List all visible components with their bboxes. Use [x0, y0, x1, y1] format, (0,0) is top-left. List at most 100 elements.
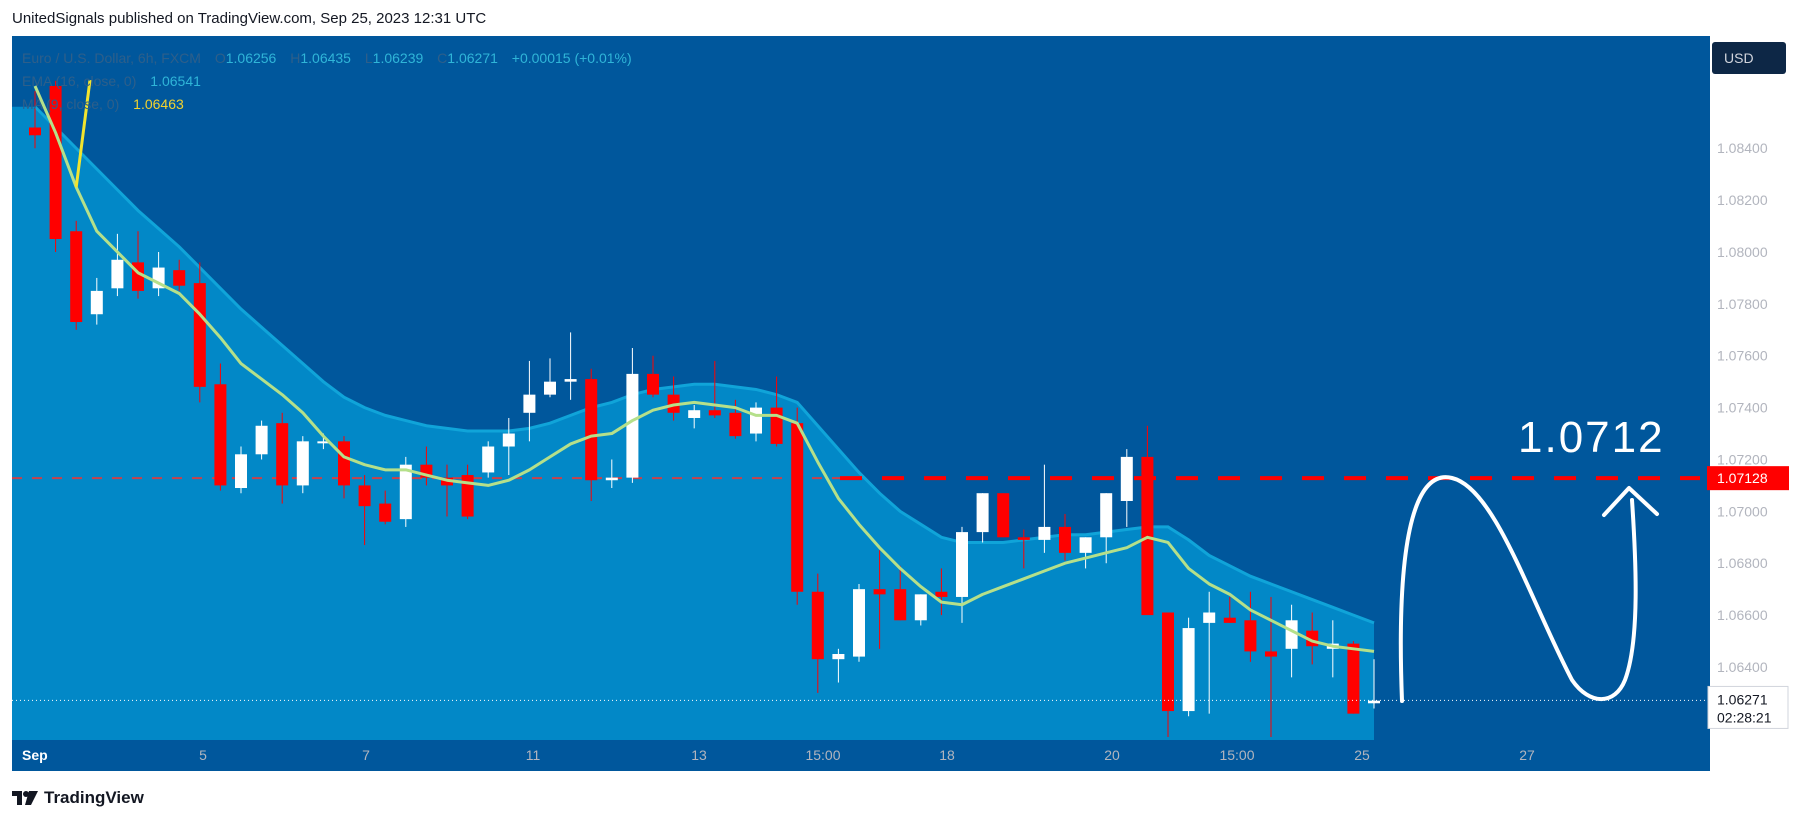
candle [255, 420, 268, 460]
candle [1079, 537, 1092, 569]
candle [1368, 659, 1380, 709]
candle-body [647, 373, 659, 395]
candle [935, 568, 948, 616]
candle [894, 565, 907, 621]
candle-body [1203, 612, 1216, 623]
candle [214, 363, 227, 491]
legend-ma-row: MA (9, close, 0) 1.06463 [22, 93, 642, 116]
candle-body [935, 591, 948, 597]
projection-curve [1398, 475, 1638, 703]
x-tick-label: 7 [362, 747, 370, 763]
candle [853, 583, 865, 662]
candle [276, 412, 289, 504]
candle [482, 441, 495, 478]
candle-body [544, 381, 556, 395]
level-price-text: 1.07128 [1717, 470, 1768, 486]
candle [296, 436, 309, 494]
candle-body [317, 441, 330, 444]
candle [647, 355, 659, 398]
x-tick-label: Sep [22, 747, 48, 763]
candle-body [1017, 537, 1030, 540]
candle-body [235, 454, 247, 489]
ma-line [33, 79, 1375, 653]
legend-ma-label: MA (9, close, 0) [22, 96, 120, 112]
candle [358, 475, 371, 546]
candle [173, 259, 186, 291]
candle [811, 573, 824, 693]
candle-body [729, 412, 742, 437]
candle-body [482, 446, 495, 473]
candle-body [111, 259, 124, 289]
candle [1223, 596, 1236, 623]
x-tick-label: 20 [1104, 747, 1120, 763]
y-tick-label: 1.06600 [1717, 607, 1768, 623]
candle [605, 459, 618, 489]
candle [914, 594, 927, 626]
candle-body [1223, 617, 1236, 623]
candle-body [523, 394, 536, 413]
candle [1162, 612, 1174, 737]
x-tick-label: 15:00 [805, 747, 840, 763]
candle-body [688, 410, 701, 418]
y-tick-label: 1.07800 [1717, 296, 1768, 312]
candle [708, 360, 721, 418]
legend-ema-row: EMA (16, close, 0) 1.06541 [22, 70, 642, 93]
y-tick-label: 1.08400 [1717, 140, 1768, 156]
candle [523, 360, 536, 442]
y-tick-label: 1.07200 [1717, 451, 1768, 467]
candle [1017, 529, 1030, 569]
candle [90, 277, 103, 325]
candle-body [255, 425, 268, 455]
candle-body [770, 407, 783, 444]
candle [832, 648, 845, 683]
candle-body [1285, 620, 1298, 649]
candle-body [956, 532, 968, 597]
y-tick-label: 1.07600 [1717, 348, 1768, 364]
last-price-text: 1.06271 [1717, 691, 1768, 707]
candle-body [193, 283, 206, 387]
candle-body [338, 441, 350, 486]
target-price-text: 1.0712 [1518, 413, 1665, 462]
candle [1347, 641, 1360, 714]
candle-body [1244, 620, 1257, 652]
candle-body [173, 270, 186, 286]
x-tick-label: 5 [199, 747, 207, 763]
ma-line-top [74, 79, 92, 188]
candle-body [70, 231, 83, 323]
legend: Euro / U.S. Dollar, 6h, FXCM O1.06256 H1… [22, 47, 642, 116]
candle [976, 493, 989, 543]
legend-ma-value: 1.06463 [133, 96, 184, 112]
candle-body [853, 589, 865, 657]
candle-body [1100, 493, 1113, 538]
candle-body [1079, 537, 1092, 553]
candle [193, 262, 206, 403]
candle-body [811, 591, 824, 660]
candle [70, 220, 83, 330]
candle [1038, 464, 1051, 553]
legend-symbol-row: Euro / U.S. Dollar, 6h, FXCM O1.06256 H1… [22, 47, 642, 70]
currency-button[interactable]: USD [1712, 42, 1786, 74]
candle-body [1265, 651, 1277, 657]
candle-body [997, 493, 1010, 538]
candle-body [1120, 456, 1133, 501]
candle [235, 446, 247, 494]
candle [502, 417, 515, 476]
x-tick-label: 25 [1354, 747, 1370, 763]
candle [1182, 617, 1195, 717]
candle-body [914, 594, 927, 621]
candle-body [1038, 526, 1051, 540]
candle [1203, 591, 1216, 714]
candle [956, 526, 968, 623]
x-tick-label: 13 [691, 747, 707, 763]
candle [791, 407, 804, 605]
level-price-tag [1707, 466, 1789, 491]
candle-body [276, 423, 289, 486]
candle-body [564, 379, 577, 382]
x-tick-label: 15:00 [1219, 747, 1254, 763]
candle-body [791, 423, 804, 592]
candle-body [29, 127, 41, 136]
countdown-text: 02:28:21 [1717, 709, 1772, 725]
tradingview-logo-icon [12, 791, 38, 805]
y-tick-label: 1.06800 [1717, 555, 1768, 571]
